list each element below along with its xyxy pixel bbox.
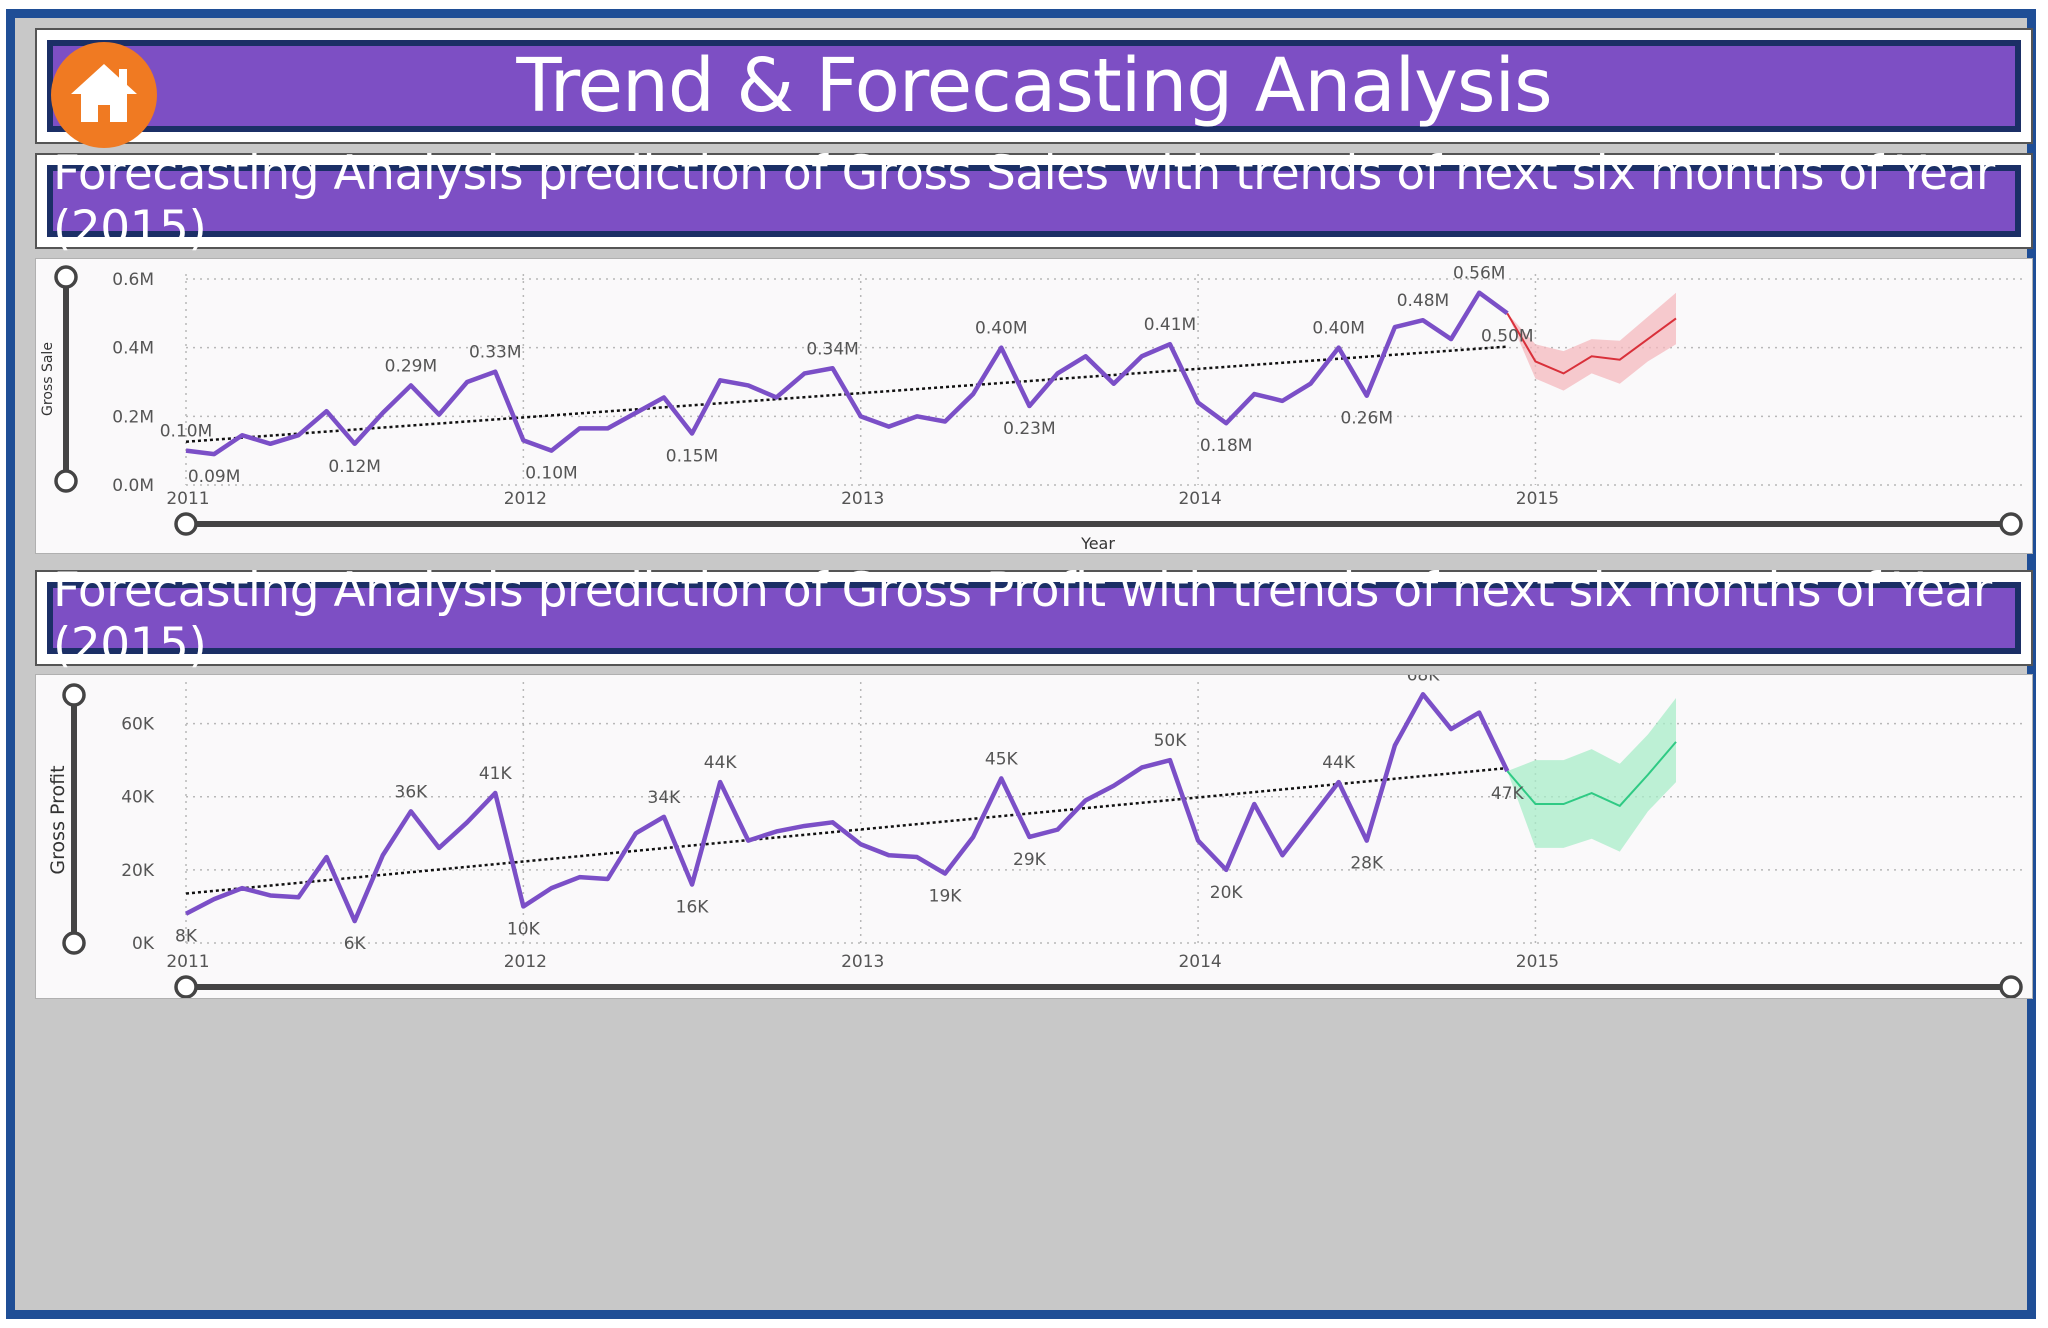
data-label: 44K <box>1322 753 1356 773</box>
y-tick-label: 0.2M <box>112 407 154 427</box>
data-label: 0.09M <box>188 467 241 487</box>
data-label: 20K <box>1210 883 1244 903</box>
profit-chart-panel: 0K 20K 40K 60K 2011 2012 2013 2014 2015 8K 6K 36K 41… <box>35 665 2033 1020</box>
home-button[interactable] <box>51 42 157 148</box>
dashboard-frame: Trend & Forecasting Analysis Forecasting… <box>6 9 2036 1319</box>
data-label: 10K <box>507 919 541 939</box>
data-label: 0.15M <box>666 447 719 467</box>
sales-line-chart: 0.0M 0.2M 0.4M 0.6M 2011 2012 2013 2014 2015 0.10… <box>40 264 2026 553</box>
sales-section-banner: Forecasting Analysis prediction of Gross… <box>47 146 2021 256</box>
data-label: 0.40M <box>975 319 1028 339</box>
x-tick-label: 2011 <box>166 952 209 972</box>
x-tick-label: 2013 <box>841 952 884 972</box>
actual-series-line <box>184 692 1510 924</box>
y-axis-title: Gross Sale <box>40 342 56 416</box>
forecast-confidence-band <box>1507 697 1676 852</box>
y-tick-label: 0K <box>132 934 155 954</box>
x-tick-label: 2012 <box>504 952 547 972</box>
y-tick-label: 0.6M <box>112 270 154 290</box>
forecast-series-line <box>1506 741 1677 808</box>
data-label: 0.29M <box>385 356 438 376</box>
x-tick-label: 2015 <box>1516 489 1559 509</box>
data-label: 19K <box>929 887 963 907</box>
data-label: 0.33M <box>469 343 522 363</box>
data-label: 0.12M <box>328 457 381 477</box>
y-tick-label: 60K <box>121 715 155 735</box>
data-label: 45K <box>985 749 1019 769</box>
x-tick-label: 2014 <box>1178 952 1221 972</box>
header-banner: Trend & Forecasting Analysis <box>47 40 2021 132</box>
data-label: 0.10M <box>525 464 578 484</box>
sales-section-title: Forecasting Analysis prediction of Gross… <box>53 146 1995 256</box>
data-label: 36K <box>395 782 429 802</box>
x-range-slider-handle-right[interactable] <box>1999 512 2023 536</box>
y-tick-label: 0.4M <box>112 339 154 359</box>
sales-chart-panel: 0.0M 0.2M 0.4M 0.6M 2011 2012 2013 2014 2015 0.10… <box>35 258 2033 554</box>
profit-line-chart: 0K 20K 40K 60K 2011 2012 2013 2014 2015 8K 6K 36K 41… <box>47 665 2026 1020</box>
data-label: 0.26M <box>1340 409 1393 429</box>
data-label: 0.23M <box>1003 419 1056 439</box>
data-label: 47K <box>1491 784 1525 804</box>
data-label: 68K <box>1407 675 1441 685</box>
data-label: 0.48M <box>1397 291 1450 311</box>
x-axis-title: Year <box>1076 996 1120 998</box>
x-tick-label: 2011 <box>166 489 209 509</box>
y-tick-label: 20K <box>121 861 155 881</box>
trend-line <box>185 766 1508 895</box>
y-range-slider-handle-top[interactable] <box>62 683 86 707</box>
y-tick-label: 0.0M <box>112 476 154 496</box>
data-label: 41K <box>479 764 513 784</box>
data-label: 0.18M <box>1200 436 1253 456</box>
data-label: 0.50M <box>1481 326 1534 346</box>
data-label: 0.34M <box>806 339 859 359</box>
page-title: Trend & Forecasting Analysis <box>516 43 1552 129</box>
x-axis-title: Year <box>1080 534 1115 553</box>
data-label: 50K <box>1154 731 1188 751</box>
x-range-slider-handle-right[interactable] <box>1999 975 2023 999</box>
y-range-slider-handle-bottom[interactable] <box>54 469 78 493</box>
data-label: 28K <box>1350 854 1384 874</box>
x-tick-label: 2014 <box>1178 489 1221 509</box>
data-label: 0.40M <box>1312 319 1365 339</box>
data-label: 44K <box>704 753 738 773</box>
forecast-confidence-band <box>1507 292 1676 391</box>
forecast-series-line <box>1506 312 1677 375</box>
data-label: 6K <box>344 934 367 954</box>
data-label: 0.41M <box>1144 315 1197 335</box>
data-label: 8K <box>175 927 198 947</box>
sales-section-box: Forecasting Analysis prediction of Gross… <box>35 146 2033 256</box>
y-axis-title: Gross Profit <box>47 765 69 874</box>
x-tick-label: 2012 <box>504 489 547 509</box>
actual-series-line <box>185 290 1509 457</box>
profit-section-banner: Forecasting Analysis prediction of Gross… <box>47 563 2021 673</box>
header-box: Trend & Forecasting Analysis <box>35 28 2033 148</box>
y-range-slider-handle-top[interactable] <box>54 265 78 289</box>
x-range-slider-handle-left[interactable] <box>174 512 198 536</box>
x-tick-label: 2013 <box>841 489 884 509</box>
data-label: 0.10M <box>160 422 213 442</box>
data-label: 0.56M <box>1453 264 1506 284</box>
home-icon <box>71 64 137 122</box>
profit-section-title: Forecasting Analysis prediction of Gross… <box>53 563 1992 673</box>
y-tick-label: 40K <box>121 788 155 808</box>
data-label: 29K <box>1013 850 1047 870</box>
y-range-slider-handle-bottom[interactable] <box>62 931 86 955</box>
x-tick-label: 2015 <box>1516 952 1559 972</box>
x-range-slider-handle-left[interactable] <box>174 975 198 999</box>
data-label: 34K <box>648 788 682 808</box>
data-label: 16K <box>676 897 710 917</box>
profit-section-box: Forecasting Analysis prediction of Gross… <box>35 563 2033 673</box>
